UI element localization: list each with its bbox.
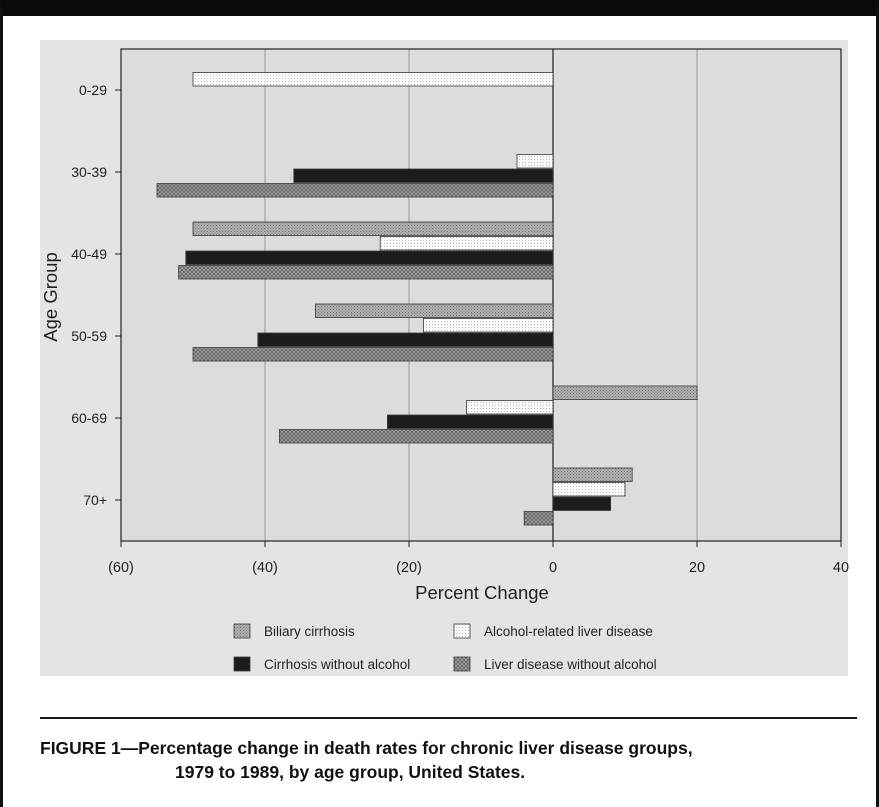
bar-50-59-0 <box>314 303 554 318</box>
plot-area <box>121 49 841 541</box>
x-tick-label: (20) <box>396 560 422 576</box>
legend-label: Alcohol-related liver disease <box>484 624 653 639</box>
y-axis-label: Age Group <box>40 252 61 341</box>
bar-30-39-1 <box>516 154 554 169</box>
legend-label: Biliary cirrhosis <box>264 624 355 639</box>
bar-60-69-1 <box>466 400 554 415</box>
x-tick-label: 40 <box>833 560 849 576</box>
bar-60-69-0 <box>552 385 698 400</box>
bar-0-29-1 <box>192 72 554 87</box>
x-tick-label: (40) <box>252 560 278 576</box>
bar-30-39-2 <box>293 168 554 183</box>
x-tick-label: (60) <box>108 560 134 576</box>
bar-70+-2 <box>552 496 611 511</box>
y-tick-label: 60-69 <box>71 410 107 426</box>
bar-40-49-2 <box>185 250 554 265</box>
y-tick-label: 70+ <box>83 492 107 508</box>
bar-50-59-2 <box>257 332 554 347</box>
bar-60-69-2 <box>386 414 554 429</box>
x-axis-label: Percent Change <box>415 582 549 603</box>
bar-40-49-0 <box>192 221 554 236</box>
legend-swatch <box>453 656 471 672</box>
legend-swatch <box>453 623 471 639</box>
bar-40-49-1 <box>379 236 554 251</box>
bar-70+-1 <box>552 482 626 497</box>
y-tick-label: 30-39 <box>71 164 107 180</box>
figure-caption: FIGURE 1—Percentage change in death rate… <box>40 736 840 784</box>
bar-40-49-3 <box>178 265 554 280</box>
y-tick-label: 40-49 <box>71 246 107 262</box>
caption-divider <box>40 717 857 719</box>
x-tick-label: 0 <box>549 560 557 576</box>
bar-70+-3 <box>523 511 554 526</box>
bar-70+-0 <box>552 467 633 482</box>
caption-line-2: 1979 to 1989, by age group, United State… <box>175 762 526 782</box>
legend-swatch <box>233 656 251 672</box>
y-tick-label: 0-29 <box>79 82 107 98</box>
y-tick-label: 50-59 <box>71 328 107 344</box>
plot-border <box>120 48 842 542</box>
bar-50-59-1 <box>422 318 554 333</box>
legend-swatch <box>233 623 251 639</box>
bar-50-59-3 <box>192 347 554 362</box>
bar-60-69-3 <box>278 429 554 444</box>
x-tick-label: 20 <box>689 560 705 576</box>
bar-30-39-3 <box>156 183 554 198</box>
legend-label: Cirrhosis without alcohol <box>264 657 410 672</box>
legend-label: Liver disease without alcohol <box>484 657 657 672</box>
caption-line-1: FIGURE 1—Percentage change in death rate… <box>40 738 693 758</box>
